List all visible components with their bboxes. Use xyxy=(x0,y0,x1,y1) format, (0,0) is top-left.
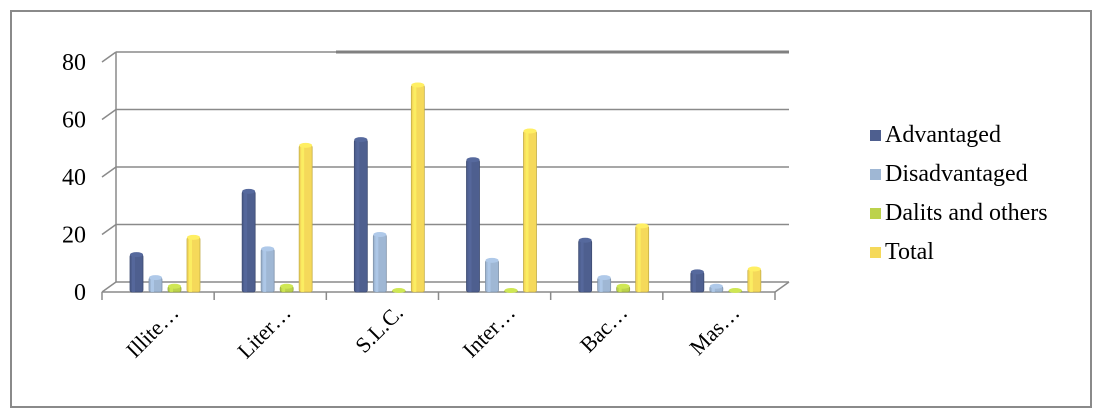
legend-item: Dalits and others xyxy=(870,200,1048,226)
bar xyxy=(523,128,537,293)
gridline-depth xyxy=(101,281,117,293)
bar xyxy=(260,246,275,293)
x-tick-label: Illite… xyxy=(121,300,184,363)
bar xyxy=(391,288,406,293)
bar xyxy=(747,266,762,293)
legend-swatch xyxy=(870,169,881,180)
bar xyxy=(353,137,368,293)
x-tick-label: S.L.C. xyxy=(350,300,408,358)
legend-item: Advantaged xyxy=(870,122,1001,148)
x-tick-label: Mas… xyxy=(684,300,744,360)
gridline-depth xyxy=(101,108,117,121)
legend-swatch xyxy=(870,247,881,258)
bar xyxy=(504,288,518,293)
y-tick-label: 80 xyxy=(62,50,86,76)
x-tick-label: Bac… xyxy=(575,300,632,357)
bar xyxy=(129,252,144,293)
bar xyxy=(616,283,631,293)
bar xyxy=(578,237,593,293)
y-tick-label: 60 xyxy=(62,108,86,134)
bar xyxy=(597,275,612,293)
x-tick-label: Inter… xyxy=(458,300,521,363)
bar xyxy=(635,223,650,293)
gridline-depth xyxy=(101,223,117,236)
bar xyxy=(167,283,182,293)
bar xyxy=(410,82,425,293)
bars xyxy=(129,82,762,293)
gridline-depth xyxy=(101,51,117,63)
bar xyxy=(709,283,724,293)
bar xyxy=(485,257,499,293)
legend-label: Disadvantaged xyxy=(885,161,1028,187)
gridline-depth xyxy=(101,166,117,178)
y-tick-label: 20 xyxy=(62,223,86,249)
x-tick-label: Liter… xyxy=(232,300,295,363)
legend-label: Total xyxy=(885,239,934,265)
chart-frame xyxy=(10,10,1092,408)
y-axis-ticks: 0 20 40 60 80 xyxy=(62,50,86,306)
floor-side-edge xyxy=(774,281,790,293)
bar xyxy=(372,232,387,293)
bar xyxy=(690,269,705,293)
bar xyxy=(186,234,201,293)
bar xyxy=(241,188,256,293)
x-axis-ticks: Illite… Liter… S.L.C. Inter… Bac… Mas… xyxy=(121,300,744,363)
y-tick-label: 40 xyxy=(62,165,86,191)
legend-item: Total xyxy=(870,239,934,265)
legend: Advantaged Disadvantaged Dalits and others… xyxy=(870,122,1048,265)
legend-label: Advantaged xyxy=(885,122,1001,148)
y-tick-label: 0 xyxy=(74,280,86,306)
legend-swatch xyxy=(870,130,881,141)
bar xyxy=(466,157,480,293)
bar xyxy=(728,288,743,293)
legend-item: Disadvantaged xyxy=(870,161,1028,187)
legend-label: Dalits and others xyxy=(885,200,1048,226)
legend-swatch xyxy=(870,208,881,219)
bar xyxy=(279,283,294,293)
gridlines xyxy=(101,50,790,300)
bar xyxy=(148,275,163,293)
bar xyxy=(298,142,313,293)
